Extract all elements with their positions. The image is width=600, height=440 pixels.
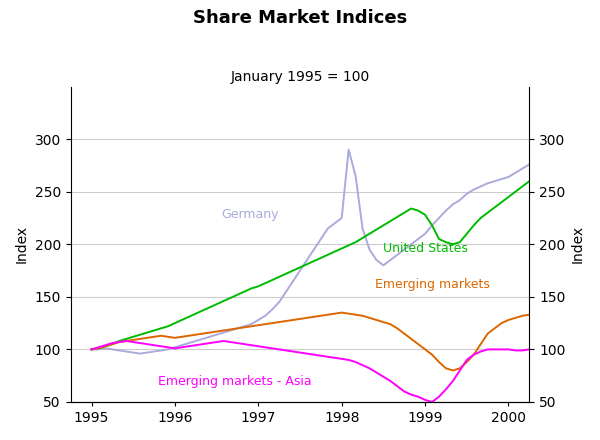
Text: Emerging markets: Emerging markets — [375, 278, 490, 290]
Title: January 1995 = 100: January 1995 = 100 — [230, 70, 370, 84]
Text: United States: United States — [383, 242, 468, 255]
Y-axis label: Index: Index — [15, 225, 29, 263]
Text: Emerging markets - Asia: Emerging markets - Asia — [158, 374, 312, 388]
Text: Germany: Germany — [221, 208, 279, 221]
Y-axis label: Index: Index — [571, 225, 585, 263]
Text: Share Market Indices: Share Market Indices — [193, 9, 407, 27]
